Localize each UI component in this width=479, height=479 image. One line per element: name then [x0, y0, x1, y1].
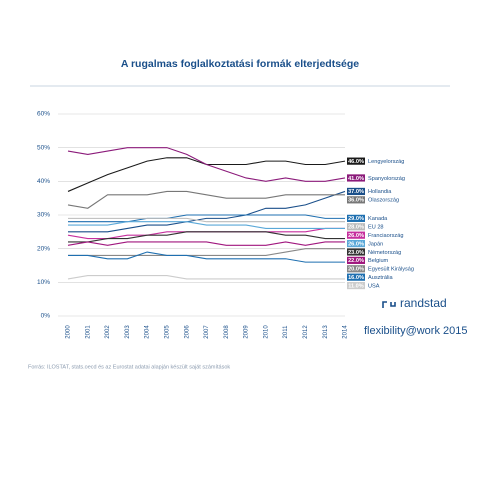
value-label: 11.0% [348, 283, 364, 289]
value-label: 26.0% [348, 233, 364, 239]
legend-label: EU 28 [368, 225, 384, 231]
value-label-box [347, 273, 365, 281]
legend-label: Olaszország [368, 198, 399, 204]
x-tick-label: 2005 [165, 325, 171, 339]
value-label: 28.0% [348, 225, 364, 231]
value-label-box [347, 196, 365, 204]
series-line [67, 147, 346, 182]
value-label-box [347, 174, 365, 182]
series-line [67, 190, 345, 209]
value-label-box [347, 231, 365, 239]
value-label-box [347, 223, 365, 231]
value-label: 37.0% [348, 189, 364, 195]
brand: randstad [400, 296, 447, 310]
chart-title: A rugalmas foglalkoztatási formák elterj… [121, 58, 359, 70]
value-label: 29.0% [348, 216, 364, 222]
value-label-box [347, 157, 365, 165]
value-label: 36.0% [348, 198, 364, 204]
x-tick-label: 2000 [66, 325, 72, 339]
legend-label: Hollandia [368, 189, 392, 195]
legend-label: Franciaország [368, 233, 403, 239]
value-label: 23.0% [348, 250, 364, 256]
value-label-box [347, 214, 365, 222]
series-line [68, 251, 345, 263]
x-tick-label: 2011 [283, 325, 289, 339]
series-line [67, 241, 345, 246]
series-line [68, 217, 345, 223]
legend-label: Belgium [368, 258, 389, 264]
value-label: 41.0% [348, 176, 364, 182]
x-tick-label: 2010 [263, 325, 269, 339]
x-tick-label: 2013 [323, 325, 329, 339]
legend-label: Kanada [368, 216, 388, 222]
y-tick-label: 50% [37, 144, 50, 151]
value-label-box [347, 239, 365, 248]
x-tick-label: 2001 [85, 325, 91, 339]
x-tick-label: 2012 [303, 325, 309, 339]
y-tick-label: 0% [41, 313, 51, 320]
value-label: 26.0% [348, 241, 364, 247]
x-tick-label: 2014 [343, 325, 349, 339]
y-tick-label: 60% [37, 111, 50, 118]
y-tick-label: 40% [37, 178, 50, 185]
series-line [68, 221, 345, 230]
x-tick-label: 2008 [224, 325, 230, 339]
legend-label: Japán [368, 241, 383, 247]
value-label-box [347, 248, 365, 256]
x-tick-label: 2004 [145, 325, 151, 339]
report-name: flexibility@work 2015 [364, 325, 468, 337]
value-label-box [347, 265, 365, 273]
value-label: 22.0% [348, 258, 364, 264]
legend-label: Spanyolország [368, 176, 405, 182]
legend-label: Ausztrália [368, 275, 393, 281]
y-tick-label: 20% [37, 245, 50, 252]
series-line [68, 248, 345, 256]
series-line [67, 227, 345, 240]
series-line [68, 231, 345, 243]
value-label: 16.0% [348, 275, 364, 281]
legend-label: Lengyelország [368, 159, 404, 165]
value-label-box [347, 187, 365, 196]
value-label: 46.0% [348, 159, 364, 165]
y-tick-label: 30% [37, 212, 50, 219]
series-line [67, 275, 345, 280]
x-tick-label: 2009 [244, 325, 250, 339]
x-tick-label: 2006 [184, 325, 190, 339]
x-tick-label: 2002 [105, 325, 111, 339]
series-line [68, 190, 346, 233]
y-tick-label: 10% [37, 279, 50, 286]
legend-label: Egyesült Királyság [368, 267, 414, 273]
value-label-box [347, 281, 365, 290]
x-tick-label: 2003 [125, 325, 131, 339]
series-line [67, 157, 346, 192]
brand-logo [382, 301, 396, 308]
value-label-box [347, 256, 365, 264]
source-note: Forrás: ILOSTAT, stats.oecd és az Eurost… [28, 364, 230, 370]
series-line [68, 214, 345, 223]
legend-label: Németország [368, 250, 401, 256]
legend-label: USA [368, 283, 380, 289]
x-tick-label: 2007 [204, 325, 210, 339]
value-label: 20.0% [348, 267, 364, 273]
